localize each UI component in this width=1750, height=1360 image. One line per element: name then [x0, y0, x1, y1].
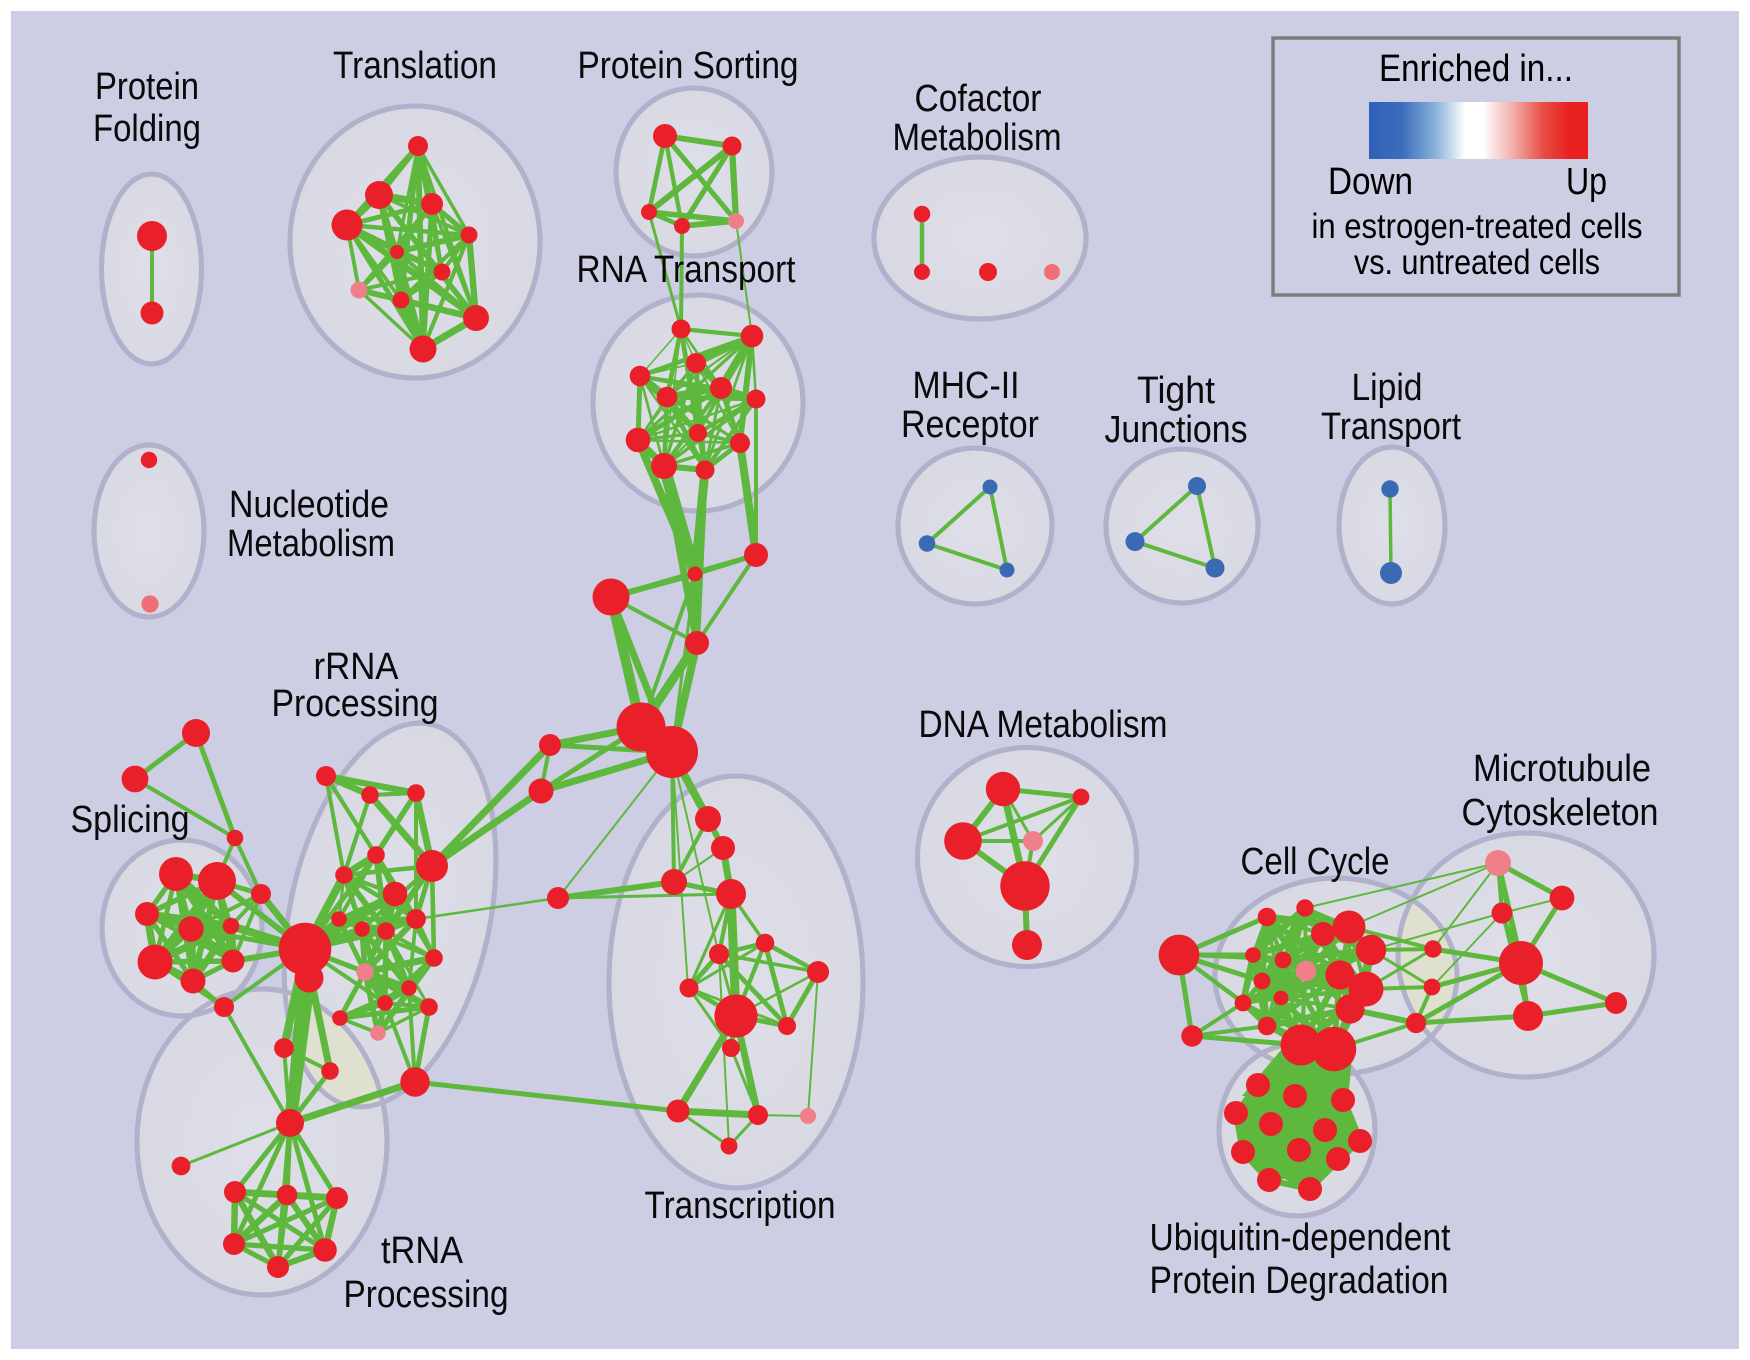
svg-text:Metabolism: Metabolism	[893, 117, 1062, 159]
svg-text:vs. untreated cells: vs. untreated cells	[1354, 243, 1600, 282]
svg-text:Protein Sorting: Protein Sorting	[578, 45, 799, 87]
svg-text:in estrogen-treated cells: in estrogen-treated cells	[1312, 207, 1643, 246]
svg-text:Lipid: Lipid	[1352, 367, 1423, 409]
svg-text:Protein: Protein	[95, 66, 199, 108]
svg-text:Ubiquitin-dependent: Ubiquitin-dependent	[1150, 1217, 1451, 1259]
svg-text:DNA Metabolism: DNA Metabolism	[919, 704, 1168, 746]
svg-text:MHC-II: MHC-II	[913, 365, 1020, 407]
svg-text:Up: Up	[1566, 161, 1607, 203]
svg-text:Folding: Folding	[93, 108, 201, 150]
svg-text:Transport: Transport	[1321, 406, 1461, 448]
svg-text:rRNA: rRNA	[314, 646, 400, 688]
svg-text:Cell Cycle: Cell Cycle	[1241, 841, 1390, 883]
svg-text:Junctions: Junctions	[1105, 409, 1248, 451]
svg-text:Receptor: Receptor	[901, 404, 1039, 446]
svg-text:Cofactor: Cofactor	[915, 78, 1042, 120]
svg-text:tRNA: tRNA	[381, 1230, 464, 1272]
svg-text:Down: Down	[1328, 161, 1413, 203]
svg-text:Metabolism: Metabolism	[227, 523, 395, 565]
svg-text:Processing: Processing	[272, 683, 439, 725]
svg-text:Tight: Tight	[1137, 370, 1215, 412]
svg-text:Enriched in...: Enriched in...	[1379, 48, 1573, 90]
svg-text:Splicing: Splicing	[71, 799, 190, 841]
svg-text:Protein Degradation: Protein Degradation	[1150, 1260, 1449, 1302]
svg-text:Microtubule: Microtubule	[1473, 748, 1651, 790]
svg-text:Processing: Processing	[344, 1274, 509, 1316]
svg-text:Nucleotide: Nucleotide	[229, 484, 389, 526]
svg-text:Cytoskeleton: Cytoskeleton	[1462, 792, 1659, 834]
svg-text:Transcription: Transcription	[645, 1185, 836, 1227]
svg-text:RNA Transport: RNA Transport	[577, 249, 796, 291]
svg-text:Translation: Translation	[333, 45, 497, 87]
